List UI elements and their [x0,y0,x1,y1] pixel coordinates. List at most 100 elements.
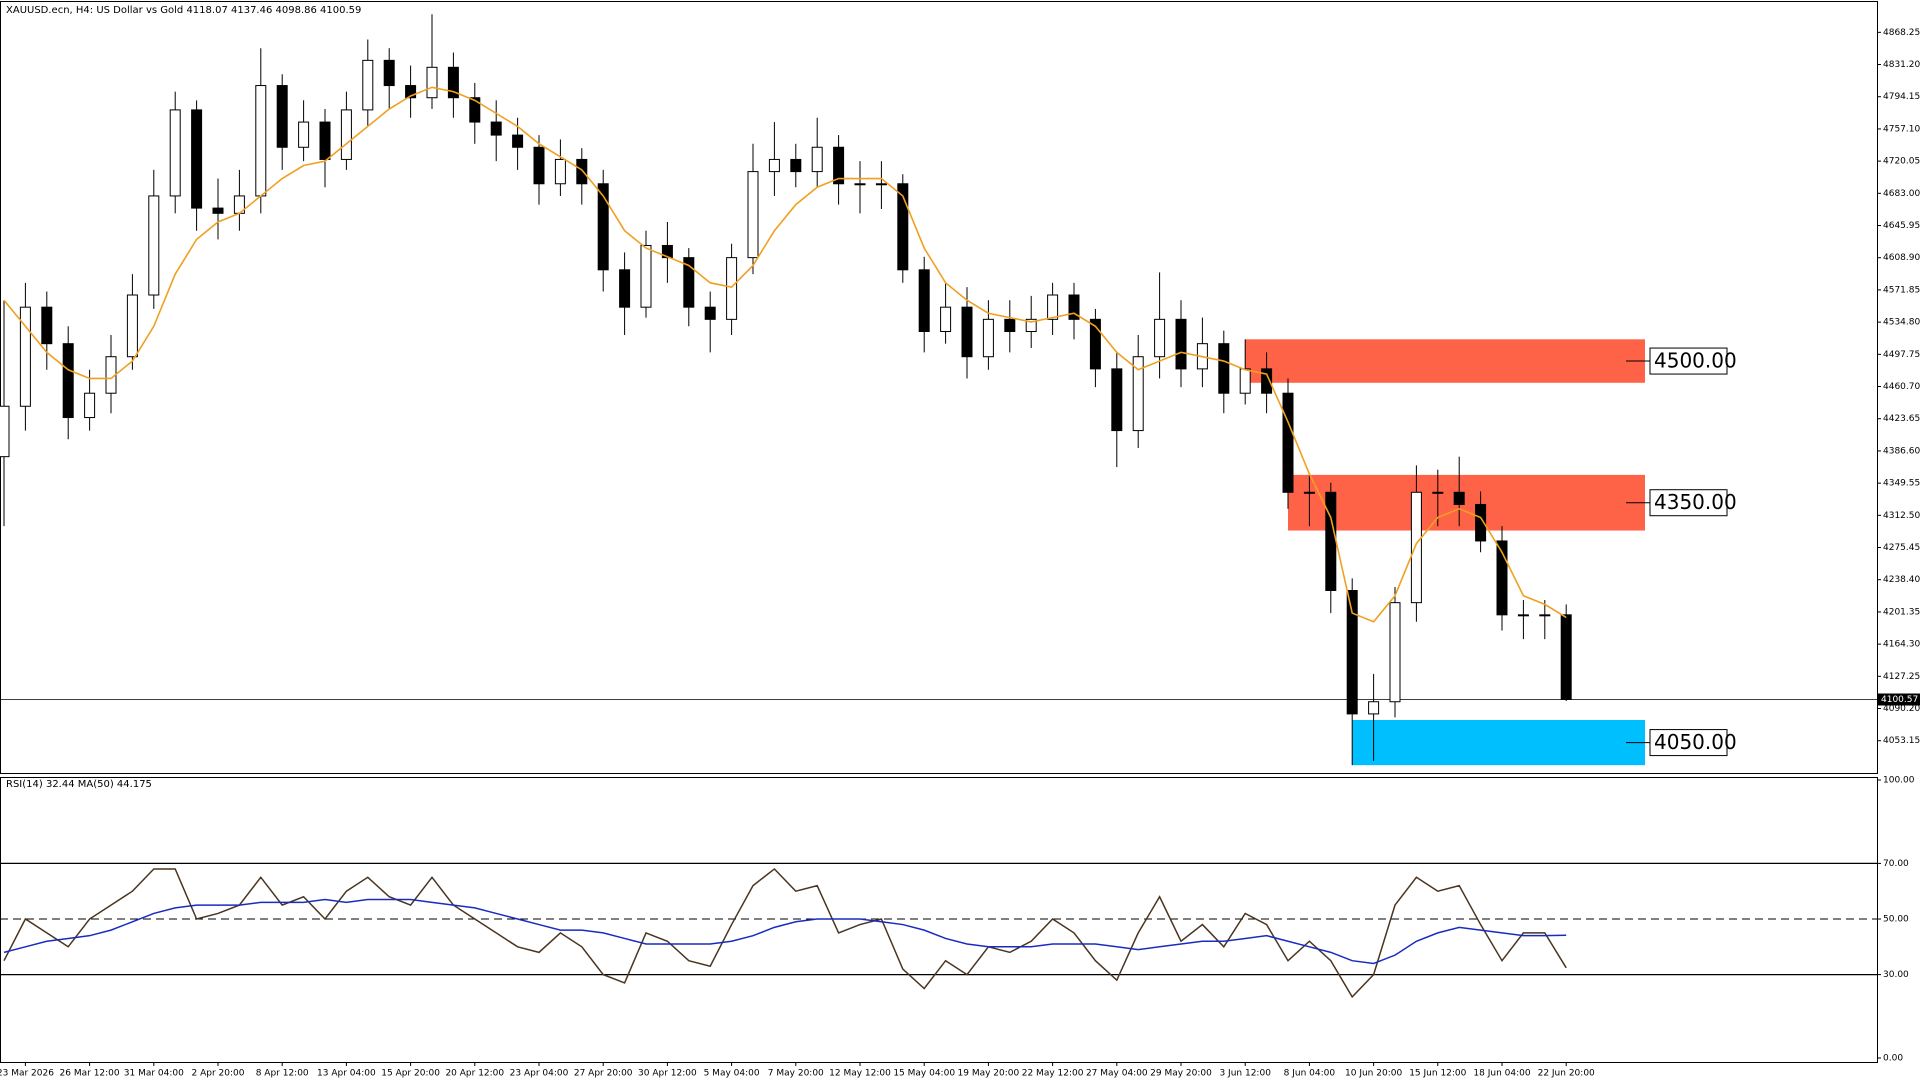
x-tick-label: 31 Mar 04:00 [124,1069,184,1079]
candle-body [854,183,866,186]
y-tick-label: 30.00 [1883,970,1909,980]
x-tick-label: 29 May 20:00 [1150,1069,1212,1079]
candle-body [554,158,566,185]
candle-body [126,294,138,358]
y-tick-label: 4275.45 [1883,543,1920,553]
y-tick-label: 4349.55 [1883,479,1920,489]
moving-average [3,86,1567,623]
y-tick-label: 4164.30 [1883,640,1920,650]
candle-body [982,318,994,358]
candle-body [191,109,203,209]
candle-body [726,257,738,320]
zone-label: 4350.00 [1654,490,1737,514]
candle-body [704,306,716,320]
candle-body [1389,602,1401,703]
candle-body [1517,614,1529,617]
candle-body [512,134,524,148]
zone-label-box [1649,347,1728,375]
x-tick-label: 19 May 20:00 [958,1069,1020,1079]
candle-body [426,66,438,99]
candle-body [661,244,673,259]
y-tick-label: 4090.20 [1883,704,1920,714]
y-tick-label: 4831.20 [1883,60,1920,70]
candle-body [490,121,502,136]
candle-body [1539,614,1551,617]
candle-body [405,85,417,99]
y-tick-label: 4312.50 [1883,511,1920,521]
candle-body [897,183,909,271]
candle-body [1496,540,1508,616]
candle-body [790,158,802,173]
y-tick-label: 4720.05 [1883,157,1920,167]
candle-body [169,109,181,197]
x-tick-label: 23 Mar 2026 [0,1069,54,1079]
rsi-title: RSI(14) 32.44 MA(50) 44.175 [6,779,152,790]
candle-body [597,183,609,271]
zone [1352,719,1645,766]
candle-body [1089,318,1101,370]
candle-body [1453,491,1465,505]
rsi-line [3,867,1567,999]
current-price-box [1878,693,1920,706]
candle-body [362,59,374,111]
y-tick-label: 4645.95 [1883,221,1920,231]
candle-body [1346,589,1358,715]
candle-body [1239,368,1251,394]
chart-title: XAUUSD.ecn, H4: US Dollar vs Gold 4118.0… [6,5,361,16]
x-tick-label: 27 May 04:00 [1086,1069,1148,1079]
candle-body [340,109,352,160]
candle-body [619,269,631,308]
x-tick-label: 26 Mar 12:00 [60,1069,120,1079]
zone [1245,339,1645,383]
y-tick-label: 4608.90 [1883,253,1920,263]
x-tick-label: 18 Jun 04:00 [1473,1069,1530,1079]
candle-body [84,392,96,419]
zone-label-box [1649,729,1728,757]
x-tick-label: 7 May 20:00 [768,1069,824,1079]
candle-body [447,66,459,99]
y-tick-label: 4201.35 [1883,607,1920,617]
x-tick-label: 22 Jun 20:00 [1538,1069,1595,1079]
y-tick-label: 4868.25 [1883,28,1920,38]
candle-body [918,269,930,333]
current-price-label: 4100.57 [1881,695,1918,705]
y-tick-label: 4386.60 [1883,446,1920,456]
x-tick-label: 15 May 04:00 [893,1069,955,1079]
x-tick-label: 10 Jun 20:00 [1345,1069,1402,1079]
candle-body [747,171,759,259]
candle-body [298,121,310,148]
price-pane [0,1,1878,774]
y-tick-label: 4127.25 [1883,672,1920,682]
candle-body [875,183,887,186]
candle-body [1047,294,1059,320]
y-tick-label: 4534.80 [1883,318,1920,328]
zone-label: 4050.00 [1654,730,1737,754]
candle-body [1132,356,1144,432]
candle-body [1368,701,1380,715]
y-tick-label: 4423.65 [1883,414,1920,424]
candle-body [1410,491,1422,604]
y-tick-label: 4053.15 [1883,736,1920,746]
candle-body [1282,392,1294,493]
candle-body [940,306,952,333]
candle-body [811,146,823,173]
zone [1288,474,1645,531]
candle-body [383,59,395,87]
candle-body [255,85,267,197]
candle-body [576,158,588,185]
y-tick-label: 4571.85 [1883,285,1920,295]
candle-body [1475,503,1487,542]
y-tick-label: 4497.75 [1883,350,1920,360]
y-tick-label: 4460.70 [1883,382,1920,392]
y-tick-label: 70.00 [1883,859,1909,869]
x-tick-label: 2 Apr 20:00 [192,1069,245,1079]
x-tick-label: 5 May 04:00 [704,1069,760,1079]
candle-body [833,146,845,185]
y-tick-label: 4683.00 [1883,189,1920,199]
candle-body [1154,318,1166,358]
x-tick-label: 23 Apr 04:00 [510,1069,569,1079]
candle-body [768,158,780,173]
x-tick-label: 20 Apr 12:00 [445,1069,504,1079]
candle-body [683,257,695,308]
